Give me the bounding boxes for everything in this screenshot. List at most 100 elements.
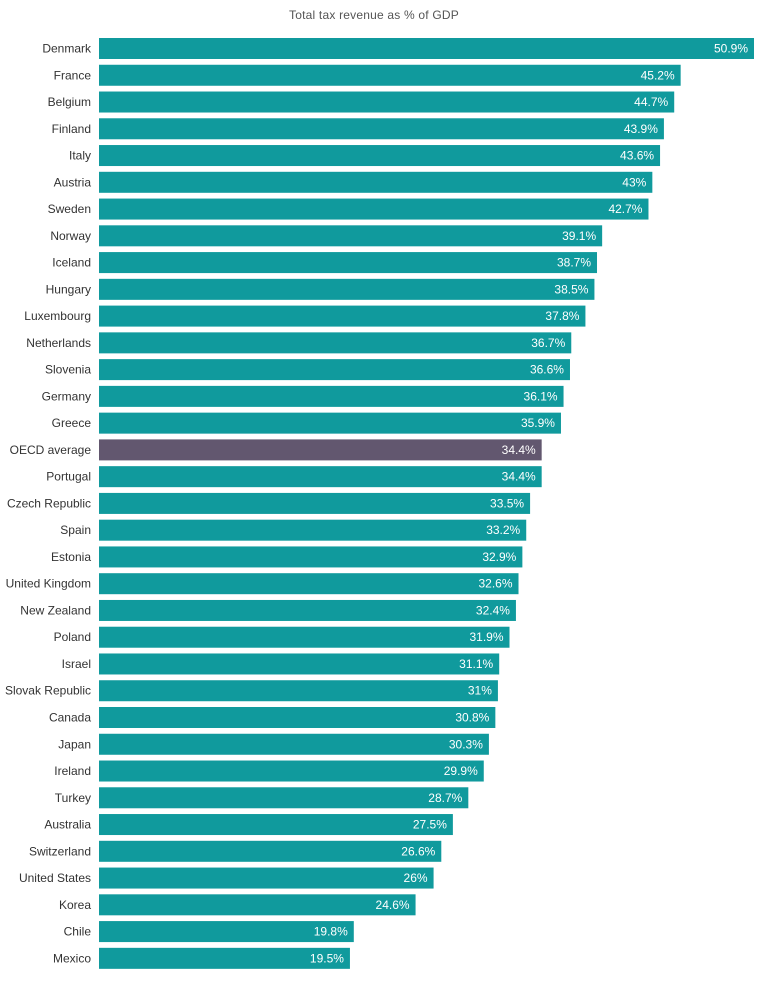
bar xyxy=(99,171,653,193)
bar xyxy=(99,546,523,568)
value-label: 38.5% xyxy=(554,282,588,296)
value-label: 36.6% xyxy=(530,363,564,377)
bar xyxy=(99,91,675,113)
value-label: 31% xyxy=(468,684,492,698)
value-label: 32.4% xyxy=(476,603,510,617)
category-label: Czech Republic xyxy=(7,496,91,510)
category-label: Denmark xyxy=(42,42,92,56)
category-label: Belgium xyxy=(48,95,91,109)
category-label: Slovenia xyxy=(45,363,91,377)
category-label: Germany xyxy=(42,389,91,403)
bar xyxy=(99,412,561,434)
bar xyxy=(99,947,350,969)
category-label: Ireland xyxy=(54,764,91,778)
bar xyxy=(99,305,586,327)
bar xyxy=(99,466,542,488)
category-label: France xyxy=(54,68,92,82)
value-label: 43% xyxy=(622,175,646,189)
bar xyxy=(99,653,500,675)
value-label: 29.9% xyxy=(444,764,478,778)
bar xyxy=(99,38,754,59)
chart-title: Total tax revenue as % of GDP xyxy=(289,8,459,22)
bar xyxy=(99,145,661,167)
value-label: 28.7% xyxy=(428,791,462,805)
value-label: 19.8% xyxy=(314,925,348,939)
value-label: 42.7% xyxy=(608,202,642,216)
bar xyxy=(99,760,484,782)
bar xyxy=(99,492,531,514)
bar xyxy=(99,118,664,140)
value-label: 33.2% xyxy=(486,523,520,537)
category-label: Finland xyxy=(52,122,91,136)
category-label: Israel xyxy=(62,657,91,671)
bar xyxy=(99,573,519,595)
value-label: 26.6% xyxy=(401,844,435,858)
value-label: 39.1% xyxy=(562,229,596,243)
category-label: Estonia xyxy=(51,550,91,564)
bar xyxy=(99,707,496,728)
bar xyxy=(99,225,603,247)
value-label: 43.6% xyxy=(620,149,654,163)
value-label: 31.1% xyxy=(459,657,493,671)
category-label: Hungary xyxy=(46,282,91,296)
bar xyxy=(99,519,527,541)
value-label: 43.9% xyxy=(624,122,658,136)
value-label: 24.6% xyxy=(376,898,410,912)
bar xyxy=(99,787,469,809)
value-label: 38.7% xyxy=(557,256,591,270)
bar xyxy=(99,733,489,755)
value-label: 37.8% xyxy=(545,309,579,323)
category-label: United Kingdom xyxy=(6,577,91,591)
category-label: Greece xyxy=(52,416,92,430)
category-label: Japan xyxy=(58,737,91,751)
bar xyxy=(99,332,572,354)
category-label: Italy xyxy=(69,149,91,163)
value-label: 26% xyxy=(404,871,428,885)
bar xyxy=(99,278,595,300)
value-label: 32.9% xyxy=(482,550,516,564)
category-label: OECD average xyxy=(10,443,92,457)
category-label: Chile xyxy=(64,925,92,939)
bar xyxy=(99,198,649,220)
value-label: 33.5% xyxy=(490,496,524,510)
category-label: Poland xyxy=(54,630,91,644)
category-label: Mexico xyxy=(53,951,91,965)
category-label: Austria xyxy=(54,175,92,189)
category-label: Iceland xyxy=(52,256,91,270)
bar xyxy=(99,894,416,916)
bar xyxy=(99,359,570,381)
category-label: Korea xyxy=(59,898,91,912)
category-label: Slovak Republic xyxy=(5,684,91,698)
bar xyxy=(99,64,681,86)
category-label: Luxembourg xyxy=(24,309,91,323)
category-label: Norway xyxy=(50,229,91,243)
bar xyxy=(99,599,516,621)
bar-highlight xyxy=(99,439,542,461)
value-label: 35.9% xyxy=(521,416,555,430)
bar xyxy=(99,840,442,862)
category-label: Spain xyxy=(60,523,91,537)
category-label: Switzerland xyxy=(29,844,91,858)
category-label: Portugal xyxy=(46,470,91,484)
value-label: 30.3% xyxy=(449,737,483,751)
value-label: 44.7% xyxy=(634,95,668,109)
category-label: Sweden xyxy=(48,202,91,216)
value-label: 34.4% xyxy=(502,470,536,484)
category-label: Turkey xyxy=(55,791,91,805)
value-label: 50.9% xyxy=(714,42,748,56)
bar xyxy=(99,252,598,274)
value-label: 36.7% xyxy=(531,336,565,350)
category-label: Canada xyxy=(49,711,91,725)
value-label: 19.5% xyxy=(310,951,344,965)
bar xyxy=(99,680,498,702)
value-label: 34.4% xyxy=(502,443,536,457)
category-label: Australia xyxy=(44,818,91,832)
bar xyxy=(99,814,453,836)
value-label: 27.5% xyxy=(413,818,447,832)
value-label: 31.9% xyxy=(469,630,503,644)
category-label: United States xyxy=(19,871,91,885)
value-label: 30.8% xyxy=(455,711,489,725)
category-label: Netherlands xyxy=(26,336,91,350)
